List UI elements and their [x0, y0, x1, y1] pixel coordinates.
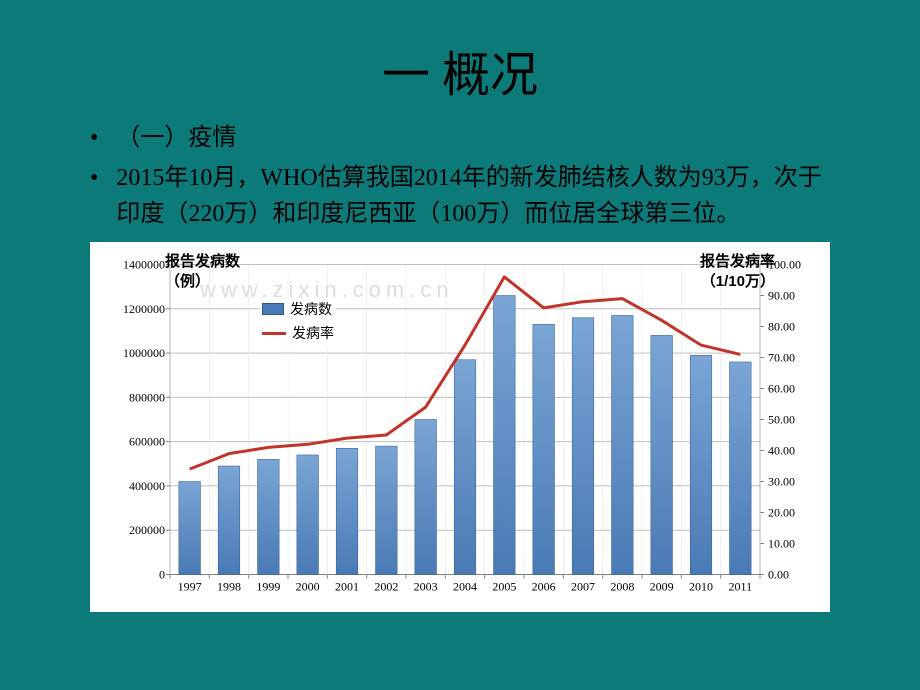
bullet-2-text: 2015年10月，WHO估算我国2014年的新发肺结核人数为93万，次于印度（2…: [116, 160, 830, 232]
svg-text:1200000: 1200000: [123, 302, 165, 316]
svg-text:2008: 2008: [610, 580, 634, 594]
svg-text:1400000: 1400000: [123, 258, 165, 272]
svg-text:20.00: 20.00: [768, 506, 795, 520]
svg-text:2011: 2011: [729, 580, 753, 594]
page-title: 一 概况: [0, 0, 920, 120]
svg-text:2005: 2005: [492, 580, 516, 594]
bullet-dot: •: [90, 160, 98, 232]
legend-line-swatch: [262, 332, 286, 335]
svg-text:50.00: 50.00: [768, 413, 795, 427]
svg-text:200000: 200000: [129, 523, 165, 537]
bullet-dot: •: [90, 120, 98, 156]
right-axis-title: 报告发病率 （1/10万）: [700, 252, 775, 291]
chart-container: www.zixin.com.cn 报告发病数 （例） 报告发病率 （1/10万）…: [90, 242, 830, 612]
legend-bar-label: 发病数: [290, 299, 332, 319]
left-axis-title: 报告发病数 （例）: [165, 252, 240, 291]
svg-text:2010: 2010: [689, 580, 713, 594]
svg-text:1999: 1999: [256, 580, 280, 594]
svg-text:70.00: 70.00: [768, 351, 795, 365]
svg-text:60.00: 60.00: [768, 382, 795, 396]
bullet-1: • （一）疫情: [90, 120, 830, 156]
svg-text:80.00: 80.00: [768, 320, 795, 334]
svg-text:1000000: 1000000: [123, 346, 165, 360]
content-block: • （一）疫情 • 2015年10月，WHO估算我国2014年的新发肺结核人数为…: [0, 120, 920, 232]
svg-text:800000: 800000: [129, 390, 165, 404]
svg-text:2004: 2004: [453, 580, 477, 594]
svg-text:1997: 1997: [178, 580, 202, 594]
bullet-1-text: （一）疫情: [116, 120, 236, 156]
chart-legend: 发病数 发病率: [260, 297, 336, 349]
svg-text:1998: 1998: [217, 580, 241, 594]
legend-line-label: 发病率: [292, 323, 334, 343]
legend-bar-row: 发病数: [262, 299, 334, 319]
bullet-2: • 2015年10月，WHO估算我国2014年的新发肺结核人数为93万，次于印度…: [90, 160, 830, 232]
svg-text:40.00: 40.00: [768, 444, 795, 458]
svg-text:2001: 2001: [335, 580, 359, 594]
svg-text:2009: 2009: [650, 580, 674, 594]
svg-text:30.00: 30.00: [768, 475, 795, 489]
chart-svg: 0 200000 400000 600000 800000 1000000 1200000 1…: [105, 252, 815, 607]
legend-bar-swatch: [262, 303, 284, 315]
svg-text:0.00: 0.00: [768, 568, 789, 582]
svg-text:2002: 2002: [374, 580, 398, 594]
svg-text:2003: 2003: [414, 580, 438, 594]
svg-text:0: 0: [159, 568, 165, 582]
svg-text:10.00: 10.00: [768, 537, 795, 551]
legend-line-row: 发病率: [262, 323, 334, 343]
svg-text:400000: 400000: [129, 479, 165, 493]
svg-text:2007: 2007: [571, 580, 595, 594]
svg-text:2006: 2006: [532, 580, 556, 594]
svg-text:600000: 600000: [129, 435, 165, 449]
svg-text:2000: 2000: [296, 580, 320, 594]
